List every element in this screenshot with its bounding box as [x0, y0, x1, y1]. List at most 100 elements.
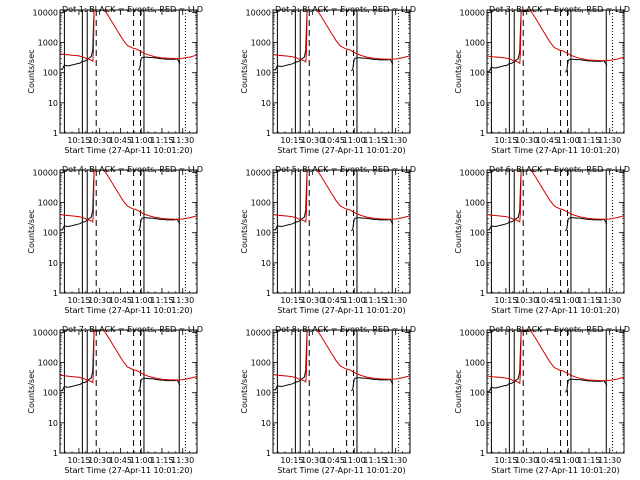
y-tick-label: 1000 [465, 199, 485, 208]
y-tick-label: 10000 [246, 8, 271, 17]
x-axis-label: Start Time (27-Apr-11 10:01:20) [277, 306, 405, 315]
x-tick-label: 10:30 [515, 456, 538, 465]
detector-panel-1: 1 10 100 1000 10000 10:1510:3010:4511:0011:15… [27, 5, 203, 155]
y-tick-label: 10000 [33, 168, 58, 177]
x-tick-label: 10:30 [515, 136, 538, 145]
y-tick-label: 10000 [33, 328, 58, 337]
panel-title: Det 1: BLACK = Events, RED = LLD [62, 5, 203, 14]
x-tick-label: 10:45 [536, 456, 559, 465]
x-tick-label: 10:45 [109, 456, 132, 465]
series-events-decay [350, 57, 394, 72]
y-tick-label: 1000 [465, 39, 485, 48]
y-tick-label: 10 [261, 419, 271, 428]
y-axis-label: Counts/sec [454, 209, 463, 253]
series-lld [60, 330, 197, 384]
y-tick-label: 10 [261, 99, 271, 108]
y-tick-label: 1000 [38, 39, 58, 48]
x-tick-label: 11:00 [557, 296, 580, 305]
panel-title: Det 3: BLACK = Events, RED = LLD [489, 5, 630, 14]
panel-title: Det 4: BLACK = Events, RED = LLD [62, 165, 203, 174]
x-tick-label: 10:15 [67, 136, 90, 145]
y-tick-label: 10000 [460, 328, 485, 337]
plot-frame [486, 329, 625, 454]
x-tick-label: 11:30 [171, 296, 194, 305]
plot-data [487, 10, 624, 133]
x-axis-label: Start Time (27-Apr-11 10:01:20) [491, 466, 619, 475]
series-lld [60, 10, 197, 63]
y-tick-label: 1 [266, 449, 271, 458]
y-tick-label: 1000 [465, 359, 485, 368]
plot-data [60, 330, 197, 453]
y-tick-label: 1 [53, 449, 58, 458]
y-axis-label: Counts/sec [27, 369, 36, 413]
series-lld [487, 10, 624, 65]
x-tick-label: 11:30 [384, 456, 407, 465]
x-tick-label: 11:30 [598, 296, 621, 305]
x-tick-label: 11:00 [130, 136, 153, 145]
detector-panel-4: 1 10 100 1000 10000 10:1510:3010:4511:0011:15… [27, 165, 203, 315]
x-tick-label: 10:30 [88, 136, 111, 145]
x-axis-label: Start Time (27-Apr-11 10:01:20) [64, 466, 192, 475]
y-tick-label: 100 [43, 69, 58, 78]
y-tick-label: 100 [43, 389, 58, 398]
y-axis-label: Counts/sec [27, 49, 36, 93]
plot-data [273, 170, 410, 293]
panel-title: Det 2: BLACK = Events, RED = LLD [275, 5, 416, 14]
y-tick-label: 100 [470, 389, 485, 398]
detector-panel-7: 1 10 100 1000 10000 10:1510:3010:4511:0011:15… [27, 325, 203, 475]
x-tick-label: 11:15 [363, 456, 386, 465]
y-tick-label: 1 [480, 289, 485, 298]
x-tick-label: 10:15 [494, 136, 517, 145]
y-tick-label: 1 [53, 129, 58, 138]
x-tick-label: 11:30 [598, 456, 621, 465]
plot-data [273, 330, 410, 453]
y-tick-label: 1000 [251, 359, 271, 368]
x-tick-label: 10:15 [67, 296, 90, 305]
x-tick-label: 11:30 [598, 136, 621, 145]
x-tick-label: 11:15 [363, 136, 386, 145]
y-tick-label: 10000 [460, 168, 485, 177]
y-tick-label: 10000 [460, 8, 485, 17]
panel-title: Det 6: BLACK = Events, RED = LLD [489, 165, 630, 174]
detector-panel-8: 1 10 100 1000 10000 10:1510:3010:4511:0011:15… [240, 325, 416, 475]
y-tick-label: 10 [261, 259, 271, 268]
series-lld [487, 170, 624, 223]
x-tick-label: 11:15 [577, 456, 600, 465]
x-axis-label: Start Time (27-Apr-11 10:01:20) [491, 306, 619, 315]
x-tick-label: 10:45 [536, 136, 559, 145]
x-axis-label: Start Time (27-Apr-11 10:01:20) [277, 466, 405, 475]
x-tick-label: 11:00 [343, 456, 366, 465]
y-tick-label: 10000 [246, 328, 271, 337]
y-axis-label: Counts/sec [454, 49, 463, 93]
y-axis-label: Counts/sec [240, 209, 249, 253]
x-tick-label: 11:00 [557, 456, 580, 465]
y-axis-label: Counts/sec [454, 369, 463, 413]
panel-title: Det 9: BLACK = Events, RED = LLD [489, 325, 630, 334]
y-tick-label: 100 [43, 229, 58, 238]
y-tick-label: 1000 [251, 199, 271, 208]
detector-panel-6: 1 10 100 1000 10000 10:1510:3010:4511:0011:15… [454, 165, 630, 315]
x-tick-label: 10:15 [280, 136, 303, 145]
y-tick-label: 10 [48, 259, 58, 268]
x-tick-label: 10:15 [494, 456, 517, 465]
x-tick-label: 11:15 [150, 296, 173, 305]
series-events-decay [137, 377, 181, 392]
plot-frame [59, 9, 198, 134]
series-events-decay [350, 217, 394, 232]
x-tick-label: 10:45 [109, 296, 132, 305]
series-events-decay [564, 217, 608, 232]
x-tick-label: 10:30 [515, 296, 538, 305]
x-tick-label: 10:30 [301, 456, 324, 465]
x-tick-label: 11:15 [150, 456, 173, 465]
panel-title: Det 7: BLACK = Events, RED = LLD [62, 325, 203, 334]
y-axis-label: Counts/sec [27, 209, 36, 253]
y-tick-label: 100 [470, 229, 485, 238]
plot-frame [486, 169, 625, 294]
x-tick-label: 11:00 [130, 296, 153, 305]
series-events [60, 10, 95, 70]
x-tick-label: 11:30 [384, 136, 407, 145]
x-tick-label: 10:30 [88, 456, 111, 465]
x-tick-label: 11:00 [130, 456, 153, 465]
series-lld [487, 330, 624, 385]
